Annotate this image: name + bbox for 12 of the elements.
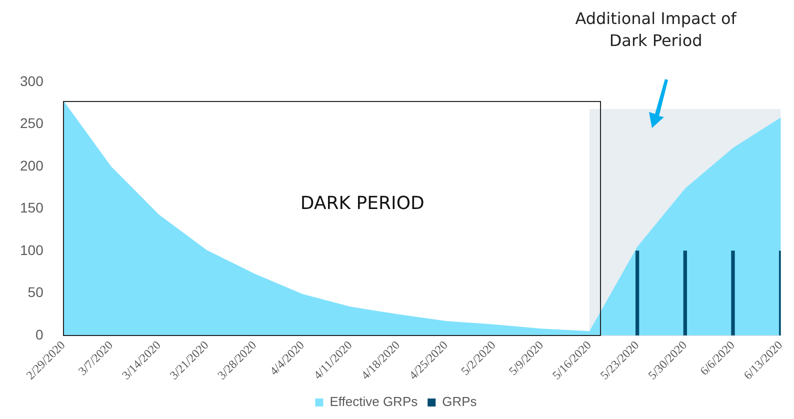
text: Additional Impact of Dark Period (574, 8, 738, 52)
y-tick-label: 250 (20, 115, 44, 132)
y-tick-label: 50 (28, 284, 44, 300)
y-tick-label: 100 (20, 242, 44, 258)
y-tick-label: 300 (20, 72, 44, 89)
annotation: DARK PERIOD (300, 192, 424, 214)
outline-box: DARK PERIOD (63, 100, 602, 336)
y-tick-label: 0 (36, 326, 44, 342)
y-tick-label: 200 (20, 157, 44, 174)
legend-label: Effective GRPs (330, 394, 418, 410)
legend-label: GRPs (442, 394, 478, 410)
y-tick-label: 150 (20, 200, 44, 216)
